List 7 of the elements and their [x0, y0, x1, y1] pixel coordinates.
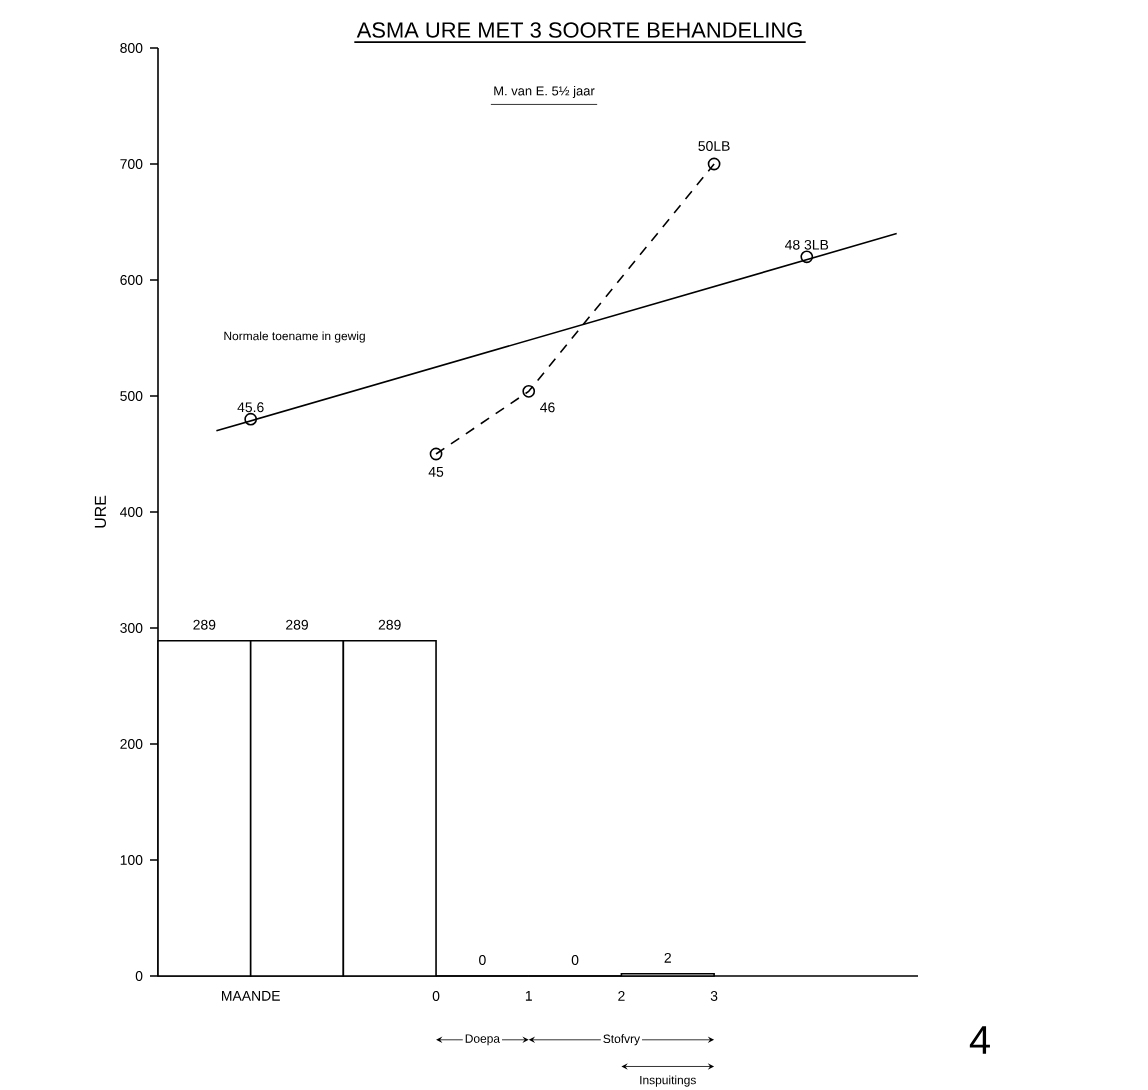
point [707, 157, 721, 171]
point [244, 412, 258, 426]
text: 4 [969, 1026, 990, 1054]
point [429, 447, 443, 461]
point [522, 384, 536, 398]
chart-title: ASMA URE MET 3 SOORTE BEHANDELING [356, 22, 802, 38]
point [800, 250, 814, 264]
